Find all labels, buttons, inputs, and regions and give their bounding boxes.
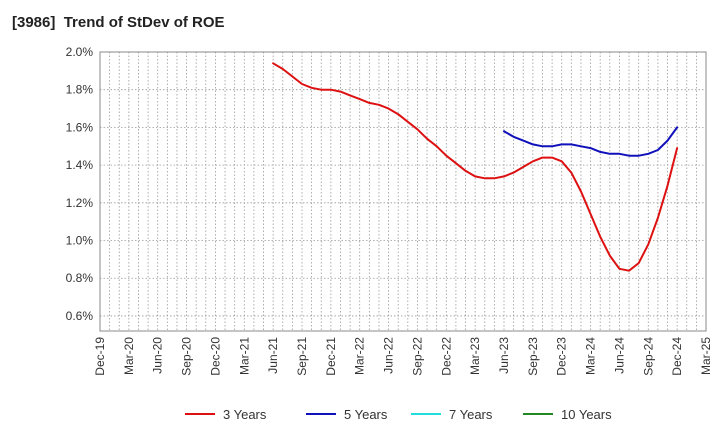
x-tick-label: Jun-22	[382, 337, 396, 374]
x-tick-label: Sep-23	[526, 337, 540, 376]
y-tick-label: 1.0%	[66, 234, 94, 248]
x-tick-label: Dec-21	[324, 337, 338, 376]
x-tick-label: Dec-20	[208, 337, 222, 376]
x-tick-label: Mar-25	[699, 337, 713, 375]
series-line-2	[503, 126, 679, 157]
legend-label: 3 Years	[223, 407, 267, 422]
x-tick-label: Mar-24	[584, 337, 598, 375]
legend-label: 5 Years	[344, 407, 388, 422]
x-tick-label: Mar-22	[353, 337, 367, 375]
y-tick-label: 1.6%	[66, 120, 94, 134]
y-tick-label: 0.6%	[66, 309, 94, 323]
y-tick-label: 2.0%	[66, 45, 94, 59]
x-tick-label: Dec-19	[93, 337, 107, 376]
x-tick-label: Mar-21	[237, 337, 251, 375]
y-tick-label: 1.8%	[66, 83, 94, 97]
x-tick-label: Mar-23	[468, 337, 482, 375]
legend-label: 10 Years	[561, 407, 612, 422]
plot-border	[99, 51, 707, 332]
x-tick-label: Dec-23	[555, 337, 569, 376]
x-tick-label: Sep-24	[641, 337, 655, 376]
plot-area	[100, 52, 706, 331]
x-tick-label: Sep-20	[180, 337, 194, 376]
x-tick-label: Jun-20	[151, 337, 165, 374]
x-tick-label: Mar-20	[122, 337, 136, 375]
x-tick-label: Sep-22	[410, 337, 424, 376]
x-tick-label: Dec-22	[439, 337, 453, 376]
x-tick-label: Sep-21	[295, 337, 309, 376]
x-tick-label: Jun-23	[497, 337, 511, 374]
legend-label: 7 Years	[449, 407, 493, 422]
y-tick-label: 1.2%	[66, 196, 94, 210]
y-tick-label: 0.8%	[66, 271, 94, 285]
series-line-1	[272, 62, 679, 272]
x-tick-label: Jun-24	[612, 337, 626, 374]
x-tick-label: Dec-24	[670, 337, 684, 376]
x-tick-label: Jun-21	[266, 337, 280, 374]
y-tick-label: 1.4%	[66, 158, 94, 172]
chart-title: [3986] Trend of StDev of ROE	[12, 14, 225, 31]
